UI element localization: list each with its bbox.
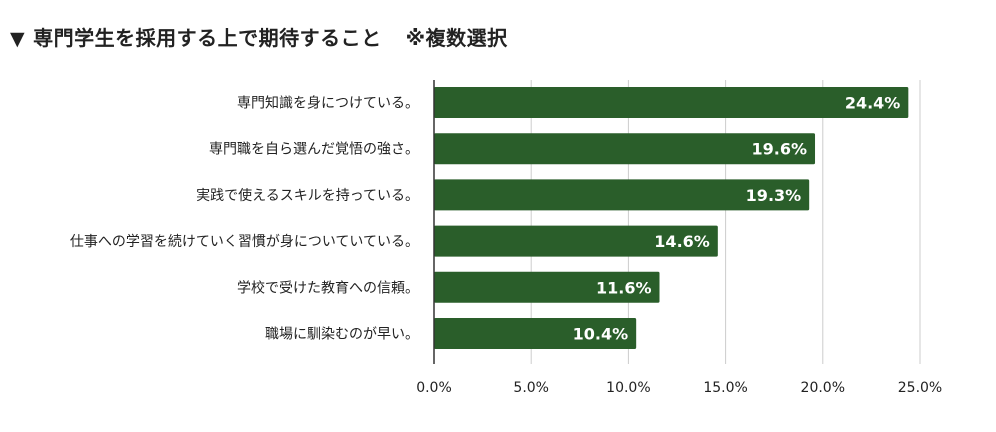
- category-label: 学校で受けた教育への信頼。: [237, 279, 419, 296]
- value-label-layer: 24.4% 19.6% 19.3% 14.6% 11.6% 10.4%: [573, 94, 901, 344]
- bar-value-label: 11.6%: [596, 278, 652, 297]
- bar: [434, 179, 810, 211]
- category-label: 専門知識を身につけている。: [237, 95, 419, 112]
- x-tick-label: 5.0%: [513, 380, 549, 396]
- x-tick-label: 0.0%: [416, 380, 452, 396]
- bar: [434, 133, 816, 165]
- bar-layer: [434, 87, 909, 349]
- category-label: 実践で使えるスキルを持っている。: [196, 187, 419, 204]
- bar: [434, 225, 718, 257]
- x-tick-label: 25.0%: [898, 380, 942, 396]
- bar-value-label: 10.4%: [573, 325, 629, 344]
- category-label: 職場に馴染むのが早い。: [265, 327, 419, 343]
- bar-value-label: 19.3%: [746, 186, 802, 205]
- chart-title: ▼ 専門学生を採用する上で期待すること ※複数選択: [10, 22, 508, 51]
- chart-title-text: 専門学生を採用する上で期待すること: [33, 26, 382, 50]
- bar-value-label: 24.4%: [845, 94, 901, 113]
- bar: [434, 318, 637, 349]
- triangle-down-icon: ▼: [10, 28, 26, 50]
- bar: [434, 271, 660, 303]
- bar: [434, 87, 909, 118]
- x-tick-label: 10.0%: [606, 380, 650, 396]
- bar-value-label: 14.6%: [654, 232, 710, 251]
- grid-layer: [530, 80, 921, 364]
- tick-label-layer: 0.0% 5.0% 10.0% 15.0% 20.0% 25.0%: [416, 380, 942, 396]
- x-tick-label: 15.0%: [703, 380, 747, 396]
- bar-value-label: 19.6%: [752, 140, 808, 159]
- category-label: 仕事への学習を続けていく習慣が身についていている。: [70, 233, 419, 250]
- category-label: 専門職を自ら選んだ覚悟の強さ。: [209, 142, 419, 158]
- category-label-layer: 専門知識を身につけている。専門職を自ら選んだ覚悟の強さ。実践で使えるスキルを持っ…: [70, 95, 419, 343]
- x-tick-label: 20.0%: [801, 380, 845, 396]
- chart-title-note: ※複数選択: [405, 26, 508, 50]
